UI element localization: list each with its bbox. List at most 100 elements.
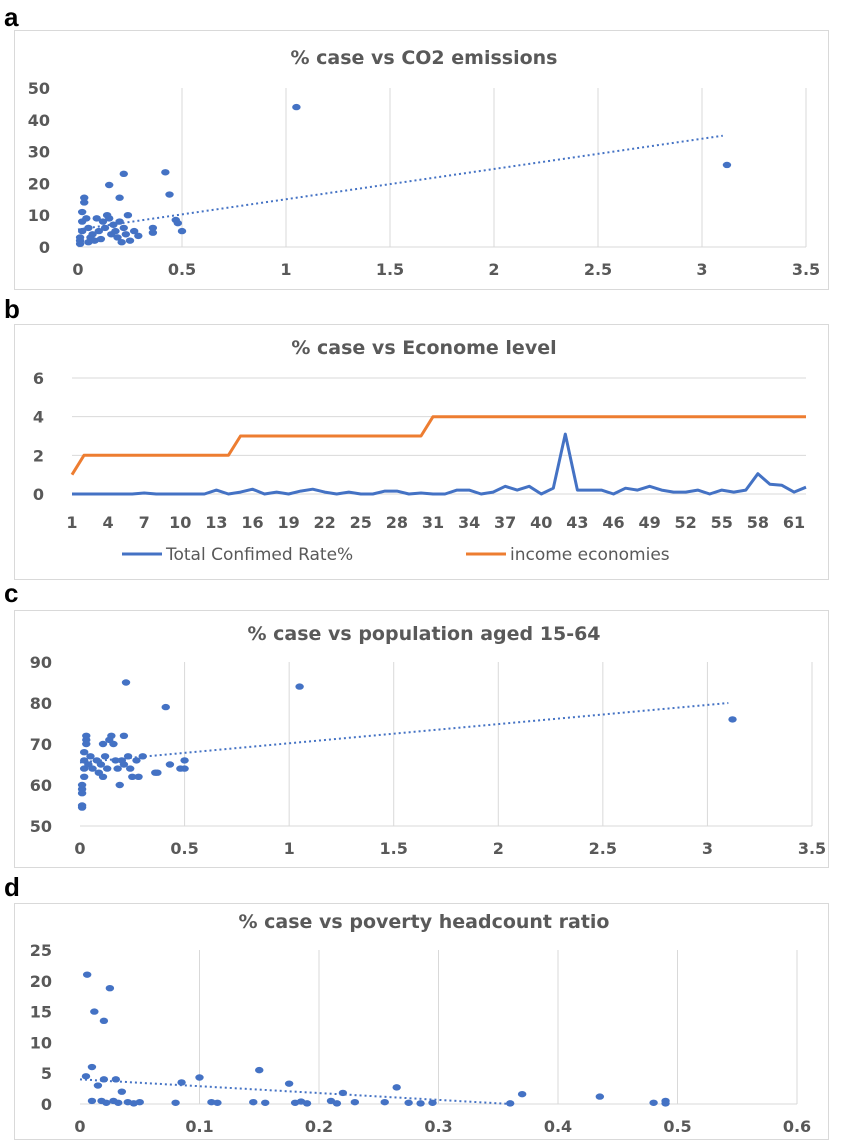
data-point [213,1099,222,1106]
data-point [125,765,135,772]
panel-label-b: b [4,294,20,324]
chart-frame-b [14,324,829,580]
chart-title: % case vs Econome level [291,337,556,359]
data-point [661,1100,670,1107]
y-tick-label: 0 [41,1095,52,1114]
x-tick-label: 0.6 [783,1117,811,1136]
data-point [195,1074,204,1081]
y-tick-label: 15 [30,1003,52,1022]
data-point [119,761,129,768]
panel-label-a: a [4,2,19,32]
data-point [295,683,304,690]
x-tick-label: 3.5 [798,839,826,858]
x-tick-label: 34 [458,513,480,532]
legend-label-confirmed-rate: Total Confimed Rate% [165,545,353,565]
x-tick-label: 0.2 [305,1117,333,1136]
data-point [350,1098,360,1106]
data-point [115,194,124,201]
data-point [649,1099,658,1106]
x-tick-label: 0.3 [424,1117,452,1136]
data-point [82,215,91,222]
x-tick-label: 0 [74,839,85,858]
x-tick-label: 52 [675,513,697,532]
data-point [506,1100,515,1107]
x-tick-label: 3.5 [792,260,820,279]
data-point [93,1082,103,1089]
chart-title: % case vs population aged 15-64 [247,623,600,645]
x-tick-label: 55 [711,513,733,532]
data-point [109,740,118,748]
data-point [249,1098,258,1106]
y-tick-label: 70 [30,735,52,754]
data-point [100,224,110,232]
data-point [117,1088,127,1095]
data-point [79,773,89,780]
x-tick-label: 22 [314,513,336,532]
x-tick-label: 1.5 [380,839,408,858]
data-point [138,753,147,760]
data-point [161,169,170,176]
y-tick-label: 20 [28,174,50,193]
data-point [105,181,114,189]
x-tick-label: 25 [350,513,372,532]
x-tick-label: 1 [284,839,295,858]
data-point [404,1099,413,1106]
y-tick-label: 30 [28,143,50,162]
data-point [517,1090,527,1098]
y-tick-label: 40 [28,111,50,130]
data-point [302,1100,312,1107]
data-point [121,231,131,238]
data-point [99,1017,109,1025]
data-point [292,103,301,111]
data-point [129,227,139,235]
x-tick-label: 4 [103,513,114,532]
y-tick-label: 10 [28,206,50,225]
y-tick-label: 4 [33,408,44,427]
chart-title: % case vs poverty headcount ratio [239,911,610,933]
x-tick-label: 0.5 [170,839,198,858]
data-point [148,224,158,232]
data-point [165,761,175,768]
x-tick-label: 0 [74,1117,85,1136]
data-point [165,191,174,198]
data-point [87,1097,97,1105]
data-point [111,757,120,764]
data-point [392,1084,401,1091]
data-point [94,227,104,235]
data-point [88,765,97,772]
x-tick-label: 49 [638,513,660,532]
x-tick-label: 2 [488,260,499,279]
x-tick-label: 0 [72,260,83,279]
chart-title: % case vs CO2 emissions [290,47,557,69]
data-point [284,1080,294,1087]
data-point [128,773,137,780]
x-tick-label: 0.1 [185,1117,213,1136]
chart-poverty-headcount: % case vs poverty headcount ratio 0 5 10 15… [30,911,811,1136]
data-point [255,1066,264,1074]
x-tick-label: 2.5 [584,260,612,279]
data-point [105,215,114,222]
x-tick-label: 13 [205,513,227,532]
data-point [81,1073,91,1080]
data-point [722,161,732,169]
x-tick-label: 28 [386,513,408,532]
data-point [134,773,143,780]
data-point [96,235,106,243]
data-point [80,194,89,201]
y-tick-label: 90 [30,653,52,672]
data-point [119,170,128,178]
data-point [113,765,122,772]
data-point [132,757,141,764]
data-point [79,749,89,756]
panel-label-d: d [4,872,20,902]
x-tick-label: 3 [702,839,713,858]
data-point [77,802,87,809]
x-tick-label: 3 [696,260,707,279]
data-point [125,237,135,244]
data-point [338,1089,348,1097]
data-point [728,716,737,723]
data-point [135,1098,144,1106]
data-point [416,1100,425,1107]
data-point [99,1076,109,1083]
